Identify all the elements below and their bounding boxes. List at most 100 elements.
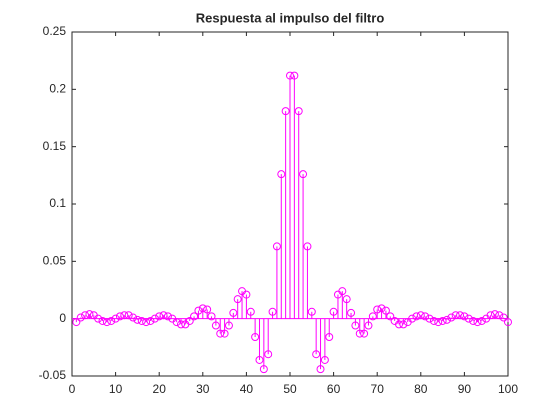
stem (242, 290, 251, 319)
stem-marker (281, 107, 290, 116)
stem (98, 316, 107, 325)
stem-marker (142, 318, 151, 327)
x-tick-label: 0 (69, 382, 76, 396)
stem (233, 295, 242, 319)
stem (342, 295, 351, 319)
stem-marker (198, 304, 207, 313)
stem (373, 305, 382, 319)
stem (399, 318, 408, 329)
stem (124, 311, 133, 320)
x-tick-label: 90 (458, 382, 472, 396)
stem-marker (229, 308, 238, 317)
stem-marker (416, 311, 425, 320)
stem (412, 312, 421, 321)
x-tick-label: 50 (283, 382, 297, 396)
stem-marker (286, 71, 294, 80)
stem-marker (381, 306, 390, 315)
stem (281, 107, 290, 319)
stem (381, 306, 390, 319)
stem (351, 318, 360, 330)
stem (320, 318, 329, 364)
stem-marker (456, 311, 465, 320)
stem-marker (447, 313, 456, 322)
stem (347, 308, 356, 319)
stem (434, 318, 443, 327)
stem (194, 306, 203, 319)
stem-marker (159, 311, 168, 320)
stem (259, 318, 268, 374)
stem (451, 311, 460, 320)
stem (229, 308, 238, 319)
stem-marker (299, 170, 308, 179)
stem (264, 318, 273, 359)
stem-marker (486, 311, 495, 320)
stem (220, 318, 229, 338)
stem (159, 311, 168, 320)
x-tick-label: 60 (327, 382, 341, 396)
stem-marker (495, 311, 504, 320)
stem-marker (124, 311, 133, 320)
stem-marker (303, 242, 312, 251)
stem-marker (129, 313, 138, 322)
stem (312, 318, 321, 359)
stem (447, 313, 456, 322)
stem (290, 71, 299, 319)
stem (190, 312, 199, 321)
stem (303, 242, 312, 319)
stem-marker (342, 295, 351, 304)
stem-marker (464, 314, 473, 323)
stem-marker (242, 290, 251, 299)
stem-marker (72, 318, 81, 327)
stem (316, 318, 325, 374)
stem (268, 307, 277, 319)
stem-marker (469, 316, 478, 325)
stem-marker (107, 316, 116, 325)
stem-marker (386, 312, 395, 321)
stem (504, 318, 512, 327)
stem (386, 312, 395, 321)
stem (94, 314, 103, 323)
stem-marker (246, 307, 255, 316)
stem-marker (76, 313, 85, 322)
stem (255, 318, 264, 364)
stem-marker (272, 242, 281, 251)
stem-marker (355, 329, 364, 338)
stem (111, 314, 120, 323)
stem-marker (85, 310, 94, 319)
stem-marker (94, 314, 103, 323)
stem (216, 318, 225, 338)
stem-marker (460, 312, 469, 321)
stem-marker (185, 316, 194, 325)
stem (102, 318, 111, 327)
x-tick-label: 40 (240, 382, 254, 396)
stem (395, 318, 403, 329)
stem-marker (264, 350, 273, 359)
stem-marker (255, 355, 264, 364)
stem-marker (477, 316, 486, 325)
stem-marker (251, 333, 260, 342)
stem-marker (373, 305, 382, 314)
stem (329, 307, 338, 319)
y-tick-label: -0.05 (39, 368, 67, 382)
stem (421, 312, 430, 321)
stem (438, 316, 447, 325)
stem (107, 316, 116, 325)
stem (137, 316, 146, 325)
stem-marker (316, 365, 325, 374)
stem-marker (172, 318, 181, 327)
stem (251, 318, 260, 342)
stem-marker (259, 365, 268, 374)
stem-marker (499, 313, 508, 322)
stem (133, 315, 142, 324)
stem-marker (203, 305, 212, 314)
stem-marker (360, 329, 369, 338)
stem-marker (490, 310, 499, 319)
stem-marker (290, 71, 299, 80)
stem-marker (338, 287, 347, 296)
stem-marker (102, 318, 111, 327)
stem-marker (120, 311, 129, 320)
stem-marker (150, 314, 159, 323)
stem (490, 310, 499, 319)
